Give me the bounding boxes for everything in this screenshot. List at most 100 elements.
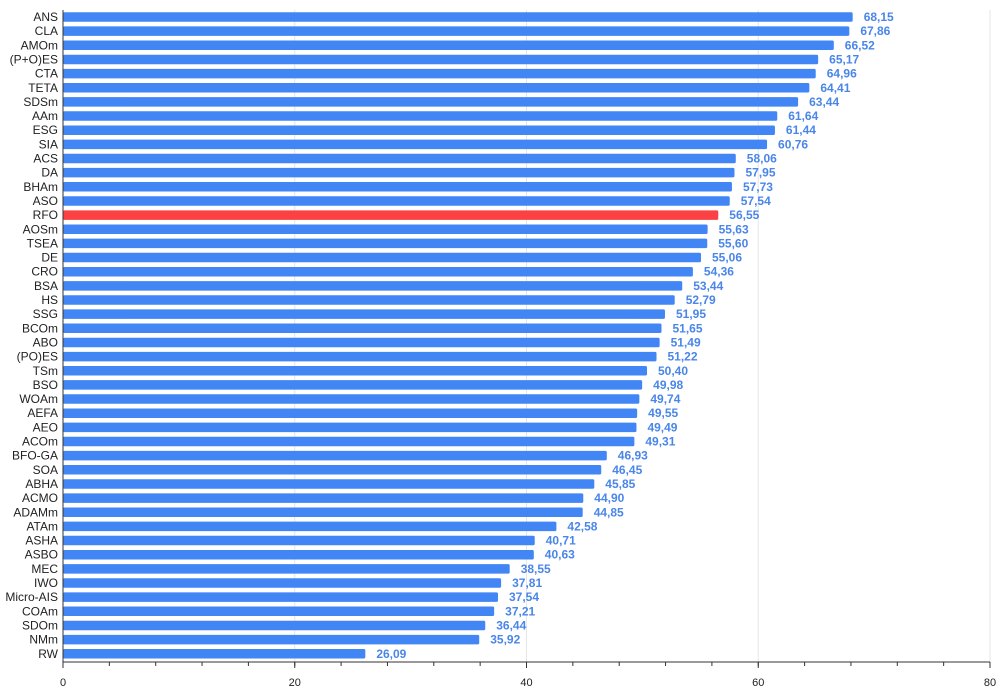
- category-label: RW: [38, 647, 58, 661]
- category-label: ESG: [33, 123, 58, 137]
- category-label: CTA: [35, 67, 58, 81]
- bar-WOAm: [63, 394, 640, 404]
- category-label: SOA: [33, 463, 58, 477]
- category-label: ATAm: [26, 519, 58, 533]
- bar-IWO: [63, 578, 502, 588]
- value-label: 40,71: [546, 534, 576, 548]
- category-label: MEC: [31, 562, 58, 576]
- category-label: ASO: [33, 194, 58, 208]
- value-label: 49,74: [650, 392, 680, 406]
- bar-ACOm: [63, 436, 635, 447]
- bar-MEC: [63, 564, 510, 574]
- bar-BHAm: [63, 182, 732, 192]
- value-labels: 68,1567,8666,5265,1764,9664,4163,4461,64…: [376, 10, 894, 661]
- category-label: AMOm: [21, 38, 58, 52]
- value-label: 36,44: [496, 618, 526, 632]
- category-label: SSG: [33, 307, 58, 321]
- category-label: ACOm: [22, 435, 58, 449]
- value-label: 49,98: [653, 378, 683, 392]
- bar-RFO: [63, 210, 719, 220]
- value-label: 51,49: [671, 335, 701, 349]
- bar-CTA: [63, 68, 816, 79]
- value-label: 68,15: [864, 10, 894, 24]
- category-label: WOAm: [19, 392, 58, 406]
- category-label: DE: [41, 251, 58, 265]
- category-label: BCOm: [22, 321, 58, 335]
- value-label: 64,96: [827, 67, 857, 81]
- bar-TETA: [63, 83, 810, 93]
- value-label: 44,90: [594, 491, 624, 505]
- bar-CRO: [63, 266, 693, 277]
- bar-BSO: [63, 380, 643, 390]
- value-label: 52,79: [686, 293, 716, 307]
- value-label: 61,64: [788, 109, 818, 123]
- category-label: ABHA: [25, 477, 58, 491]
- value-label: 50,40: [658, 364, 688, 378]
- bar-DA: [63, 167, 735, 178]
- bar-BCOm: [63, 323, 662, 334]
- bar-BFO-GA: [63, 450, 607, 461]
- value-label: 49,31: [645, 435, 675, 449]
- value-label: 54,36: [704, 265, 734, 279]
- bar-ABO: [63, 337, 660, 348]
- bar-ESG: [63, 125, 775, 135]
- value-label: 46,45: [612, 463, 642, 477]
- value-label: 45,85: [605, 477, 635, 491]
- bars: [63, 12, 853, 659]
- category-label: ABO: [33, 335, 58, 349]
- value-label: 57,54: [741, 194, 771, 208]
- bar-ACMO: [63, 493, 584, 503]
- bar-SDSm: [63, 97, 799, 107]
- category-label: CLA: [35, 24, 58, 38]
- value-label: 57,73: [743, 180, 773, 194]
- value-label: 64,41: [820, 81, 850, 95]
- category-label: SDSm: [23, 95, 58, 109]
- category-label: Micro-AIS: [5, 590, 58, 604]
- value-label: 67,86: [860, 24, 890, 38]
- bar-Micro-AIS: [63, 592, 498, 602]
- category-label: DA: [41, 166, 58, 180]
- bar-ACS: [63, 153, 736, 164]
- bar-ASO: [63, 196, 730, 206]
- category-label: ASBO: [25, 548, 58, 562]
- category-label: AAm: [32, 109, 58, 123]
- category-label: ASHA: [25, 534, 58, 548]
- value-label: 55,06: [712, 251, 742, 265]
- bar-SOA: [63, 465, 602, 475]
- bar-ANS: [63, 12, 853, 22]
- category-label: AEFA: [27, 406, 58, 420]
- value-label: 37,54: [509, 590, 539, 604]
- category-label: TSm: [33, 364, 58, 378]
- bar-RW: [63, 649, 366, 659]
- bar-(PO)ES: [63, 351, 657, 362]
- bar-AOSm: [63, 224, 708, 234]
- bar-ATAm: [63, 521, 557, 532]
- value-label: 51,65: [672, 321, 702, 335]
- bar-HS: [63, 295, 675, 305]
- category-label: (P+O)ES: [10, 52, 58, 66]
- value-label: 38,55: [521, 562, 551, 576]
- value-label: 49,55: [648, 406, 678, 420]
- value-label: 51,95: [676, 307, 706, 321]
- value-label: 37,81: [512, 576, 542, 590]
- bar-ASBO: [63, 549, 534, 560]
- value-label: 26,09: [376, 647, 406, 661]
- bar-TSm: [63, 366, 648, 376]
- category-label: (PO)ES: [17, 350, 58, 364]
- category-label: TSEA: [27, 236, 58, 250]
- bar-SIA: [63, 139, 768, 150]
- value-label: 37,21: [505, 604, 535, 618]
- x-tick-label: 60: [752, 677, 764, 689]
- category-label: SIA: [39, 137, 58, 151]
- category-labels: ANSCLAAMOm(P+O)ESCTATETASDSmAAmESGSIAACS…: [5, 10, 58, 661]
- value-label: 55,60: [718, 236, 748, 250]
- category-label: RFO: [33, 208, 58, 222]
- category-label: NMm: [29, 633, 58, 647]
- bar-CLA: [63, 26, 850, 36]
- bar-AMOm: [63, 40, 834, 51]
- category-label: AEO: [33, 420, 58, 434]
- category-label: SDOm: [22, 618, 58, 632]
- category-label: COAm: [22, 604, 58, 618]
- category-label: AOSm: [23, 222, 58, 236]
